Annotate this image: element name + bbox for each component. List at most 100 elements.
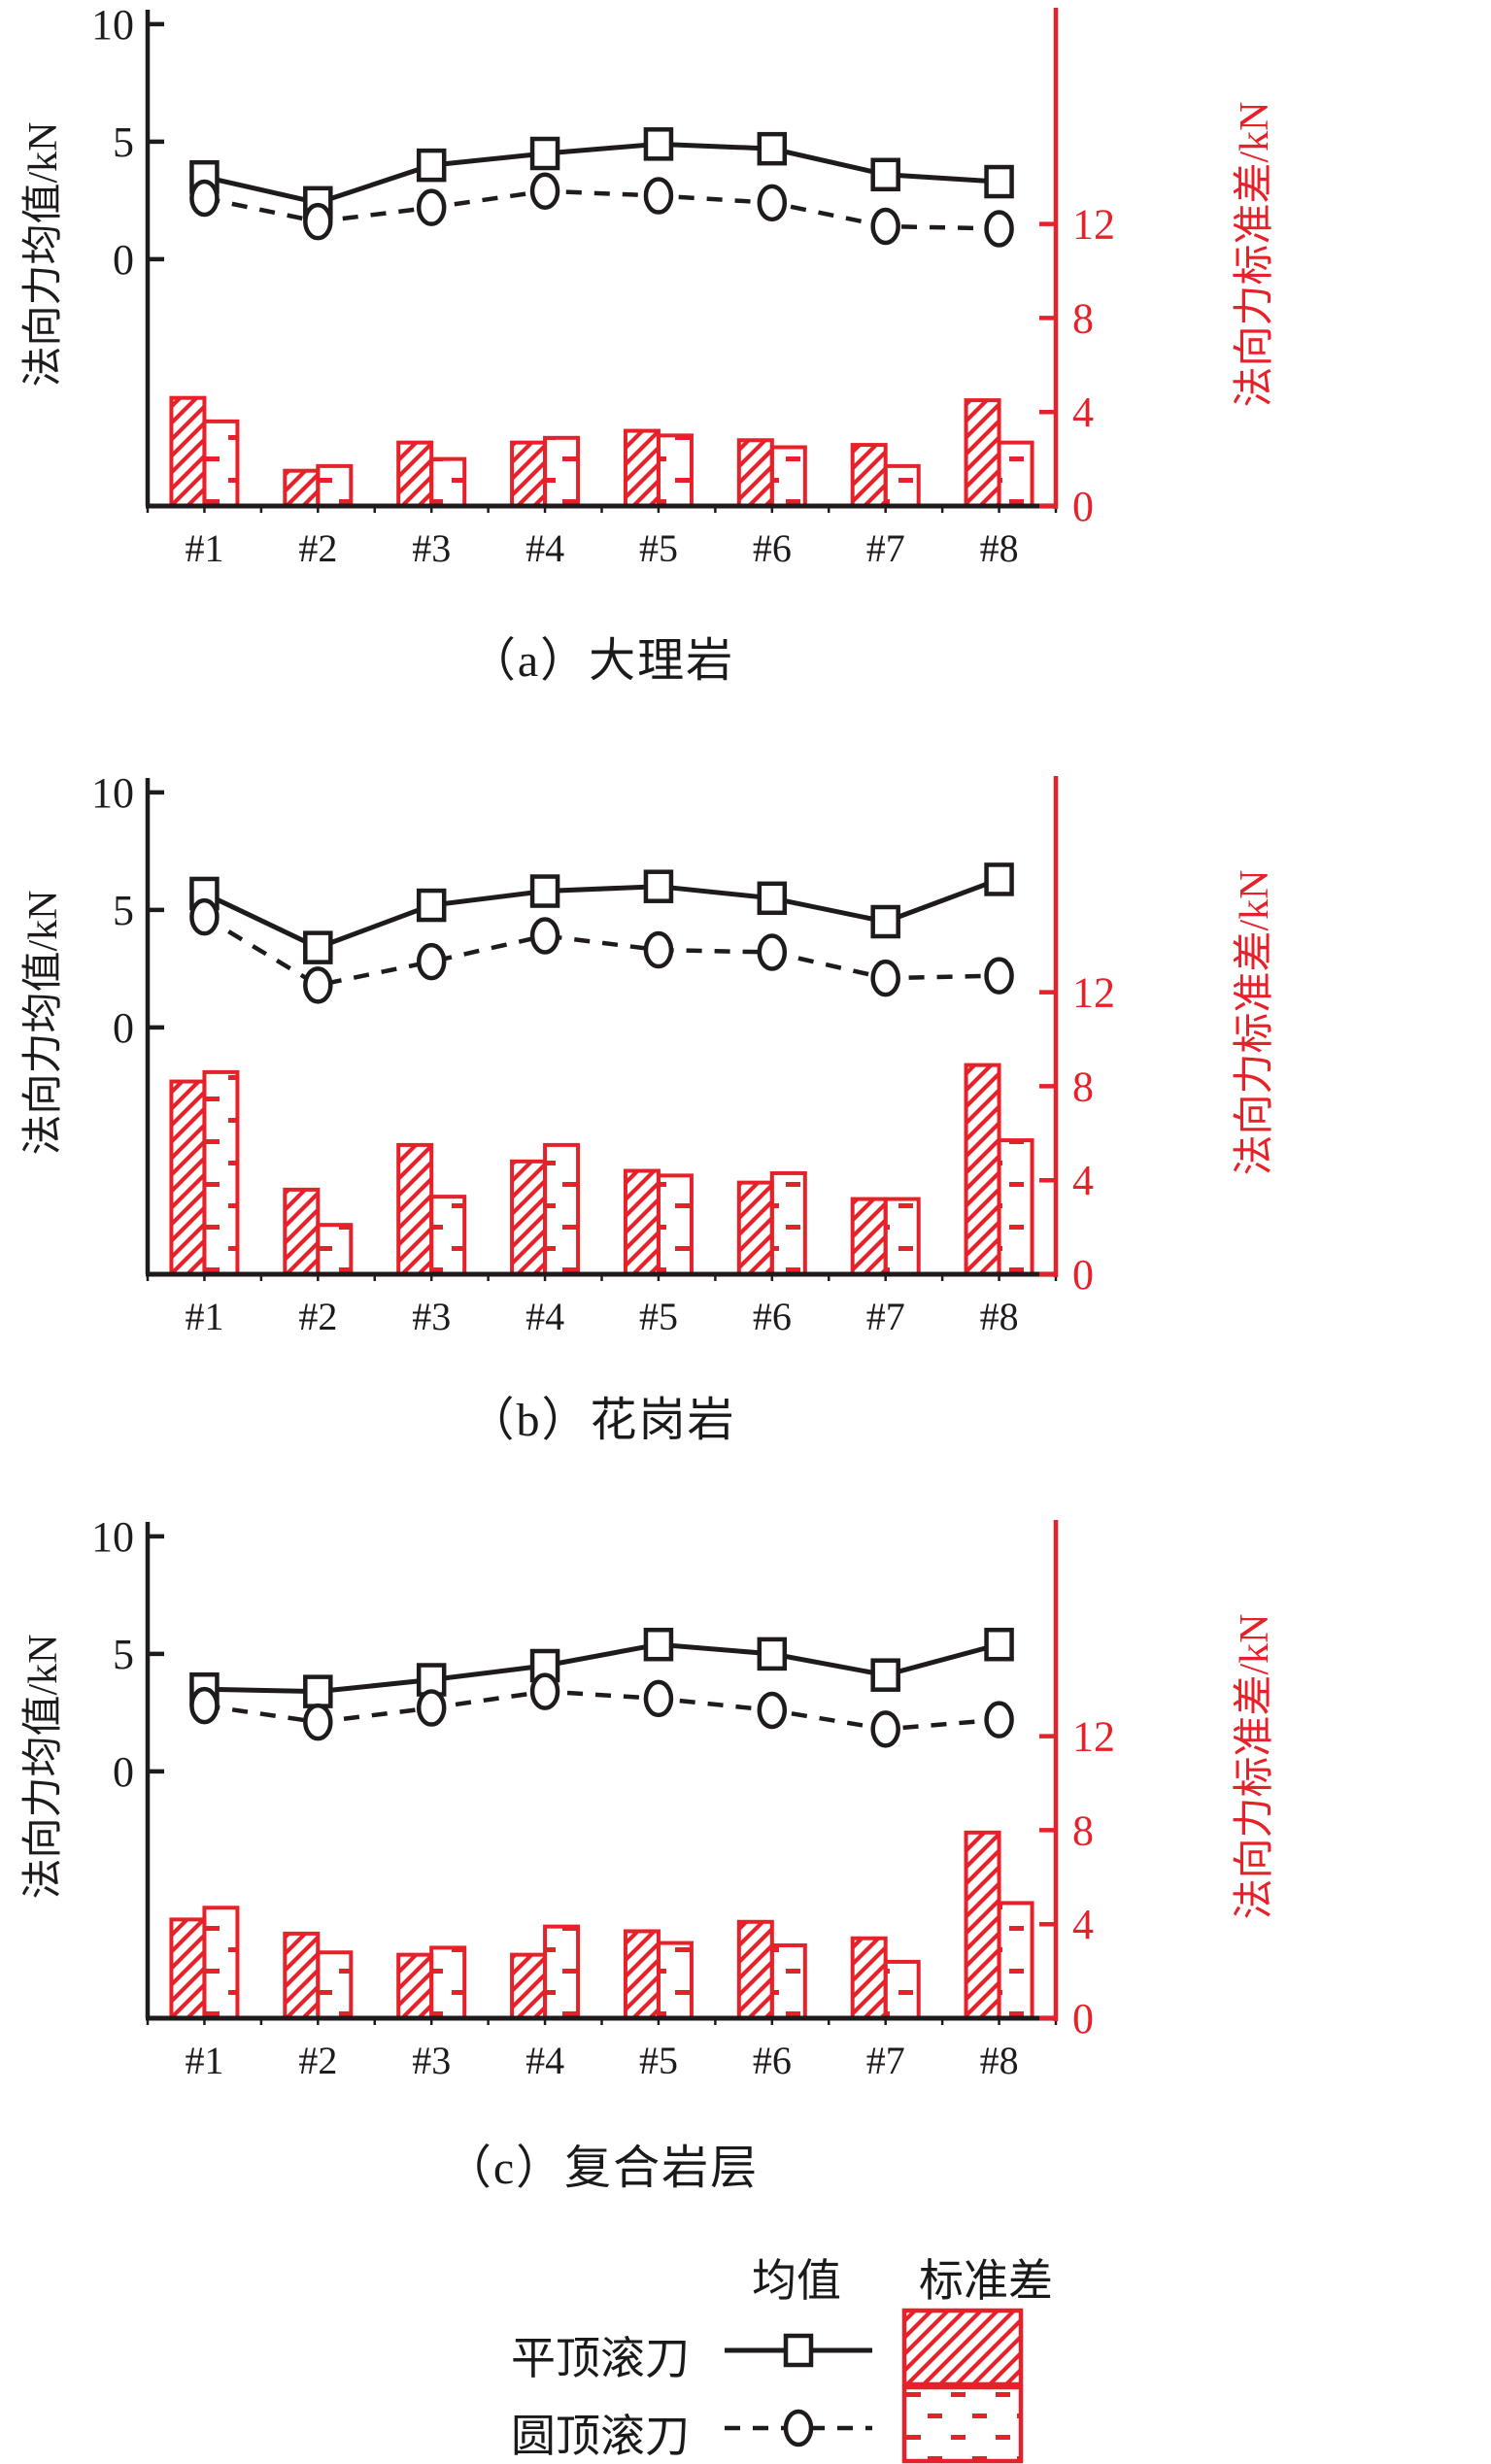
- marker-circle-#8: [984, 210, 1014, 248]
- bar-dome-std-#7: [883, 1197, 921, 1276]
- svg-text:#5: #5: [639, 526, 678, 570]
- svg-text:10: 10: [91, 1513, 134, 1561]
- marker-square-#6: [757, 131, 788, 166]
- marker-circle-#3: [416, 188, 447, 226]
- svg-text:#7: #7: [866, 2039, 905, 2082]
- bar-flat-std-#1: [169, 1079, 207, 1276]
- marker-circle-#1: [189, 179, 220, 218]
- marker-circle-#6: [757, 1691, 788, 1730]
- bar-flat-std-#3: [396, 1952, 434, 2020]
- bar-flat-std-#7: [850, 1936, 888, 2020]
- bar-dome-std-#4: [543, 1924, 581, 2020]
- svg-text:#1: #1: [185, 1295, 223, 1338]
- marker-square-#5: [643, 869, 674, 903]
- svg-text:0: 0: [113, 1748, 134, 1796]
- svg-text:#3: #3: [412, 1295, 451, 1338]
- svg-text:#3: #3: [412, 526, 451, 570]
- bar-flat-std-#6: [736, 438, 774, 508]
- bar-dome-std-#4: [543, 435, 581, 509]
- legend-label-flat-cutter: 平顶滚刀: [511, 2334, 690, 2383]
- svg-text:5: 5: [113, 887, 134, 934]
- marker-circle-#5: [643, 930, 674, 969]
- svg-text:0: 0: [1072, 1995, 1094, 2042]
- svg-text:4: 4: [1072, 1157, 1094, 1204]
- marker-square-#5: [643, 127, 674, 161]
- marker-square-#3: [416, 888, 447, 923]
- svg-text:4: 4: [1072, 1901, 1094, 1948]
- bar-flat-std-#4: [510, 1159, 548, 1276]
- svg-text:4: 4: [1072, 388, 1094, 436]
- svg-text:10: 10: [91, 1, 134, 49]
- bar-flat-std-#8: [964, 1830, 1001, 2020]
- bar-flat-std-#4: [510, 1952, 548, 2020]
- marker-square-#6: [757, 881, 788, 916]
- svg-text:0: 0: [1072, 1251, 1094, 1299]
- axes-a: 10 5 0 12 8 4 0 #1 #2 #3 #4 #5 #6 #7 #8 法向力均值/kN 法向力标准差/…: [21, 1, 1277, 570]
- bar-dome-std-#3: [429, 1195, 467, 1277]
- legend-swatch-dome-std: [901, 2384, 1024, 2464]
- svg-text:0: 0: [113, 1004, 134, 1052]
- marker-square-#7: [870, 1658, 900, 1692]
- svg-text:#8: #8: [980, 2039, 1019, 2082]
- svg-text:#5: #5: [639, 2039, 678, 2082]
- bar-flat-std-#5: [623, 428, 661, 508]
- bar-flat-std-#5: [623, 1168, 661, 1276]
- bar-dome-std-#2: [316, 1223, 354, 1276]
- marker-circle-#2: [303, 966, 333, 1004]
- marker-circle-#8: [984, 1701, 1014, 1738]
- line-flat-mean-b: [189, 862, 1014, 964]
- svg-text:12: 12: [1072, 969, 1115, 1017]
- marker-circle-#2: [303, 1703, 333, 1741]
- marker-circle-#5: [643, 177, 674, 215]
- svg-text:8: 8: [1072, 1806, 1094, 1854]
- bar-dome-std-#2: [316, 1950, 354, 2020]
- bar-dome-std-#8: [997, 1138, 1034, 1276]
- axes-b: 10 5 0 12 8 4 0 #1 #2 #3 #4 #5 #6 #7 #8 法向力均值/kN 法向力标准差/…: [21, 769, 1277, 1338]
- svg-text:#4: #4: [525, 526, 564, 570]
- bar-dome-std-#8: [997, 440, 1034, 508]
- marker-square-#4: [529, 874, 560, 908]
- svg-text:10: 10: [91, 769, 134, 817]
- marker-circle-#6: [757, 184, 788, 222]
- bar-flat-std-#1: [169, 395, 207, 508]
- bar-flat-std-#7: [850, 443, 888, 508]
- svg-text:法向力标准差/kN: 法向力标准差/kN: [1233, 101, 1277, 407]
- line-flat-mean-a: [189, 127, 1014, 220]
- bar-flat-std-#6: [736, 1919, 774, 2020]
- chart-b-plot: 10 5 0 12 8 4 0 #1 #2 #3 #4 #5 #6 #7 #8 法向力均值/kN 法向力标准差/…: [21, 769, 1277, 1338]
- legend-swatch-flat-std: [901, 2308, 1024, 2387]
- marker-square-#8: [984, 862, 1014, 896]
- marker-circle-#4: [529, 917, 560, 955]
- bar-flat-std-#1: [169, 1917, 207, 2020]
- marker-circle-#3: [416, 942, 447, 981]
- marker-square-#2: [303, 1674, 333, 1708]
- marker-square-#7: [870, 157, 900, 192]
- svg-text:法向力均值/kN: 法向力均值/kN: [21, 890, 66, 1155]
- chart-a-plot: 10 5 0 12 8 4 0 #1 #2 #3 #4 #5 #6 #7 #8 法向力均值/kN 法向力标准差/…: [21, 1, 1277, 570]
- bar-flat-std-#7: [850, 1197, 888, 1276]
- bar-flat-std-#3: [396, 440, 434, 508]
- svg-text:12: 12: [1072, 1713, 1115, 1761]
- bar-flat-std-#6: [736, 1180, 774, 1276]
- axes-c: 10 5 0 12 8 4 0 #1 #2 #3 #4 #5 #6 #7 #8 法向力均值/kN 法向力标准差/…: [21, 1513, 1277, 2082]
- bar-flat-std-#3: [396, 1142, 434, 1276]
- marker-circle-#2: [303, 202, 333, 241]
- bar-dome-std-#3: [429, 1945, 467, 2020]
- marker-square-#6: [757, 1637, 788, 1671]
- svg-text:法向力标准差/kN: 法向力标准差/kN: [1233, 869, 1277, 1175]
- marker-circle-#1: [189, 1686, 220, 1725]
- bar-flat-std-#5: [623, 1929, 661, 2020]
- marker-square-#2: [303, 930, 333, 964]
- marker-circle-#8: [984, 957, 1014, 995]
- svg-text:#2: #2: [298, 526, 337, 570]
- svg-text:#4: #4: [525, 2039, 564, 2082]
- svg-text:#3: #3: [412, 2039, 451, 2082]
- svg-text:8: 8: [1072, 294, 1094, 342]
- chart-c-title: （c）复合岩层: [444, 2143, 760, 2194]
- svg-text:法向力均值/kN: 法向力均值/kN: [21, 121, 66, 387]
- svg-text:0: 0: [1072, 483, 1094, 530]
- svg-text:12: 12: [1072, 201, 1115, 249]
- line-dome-mean-c: [189, 1672, 1014, 1748]
- bars-std-c: [169, 1830, 1034, 2021]
- marker-circle-#6: [757, 933, 788, 971]
